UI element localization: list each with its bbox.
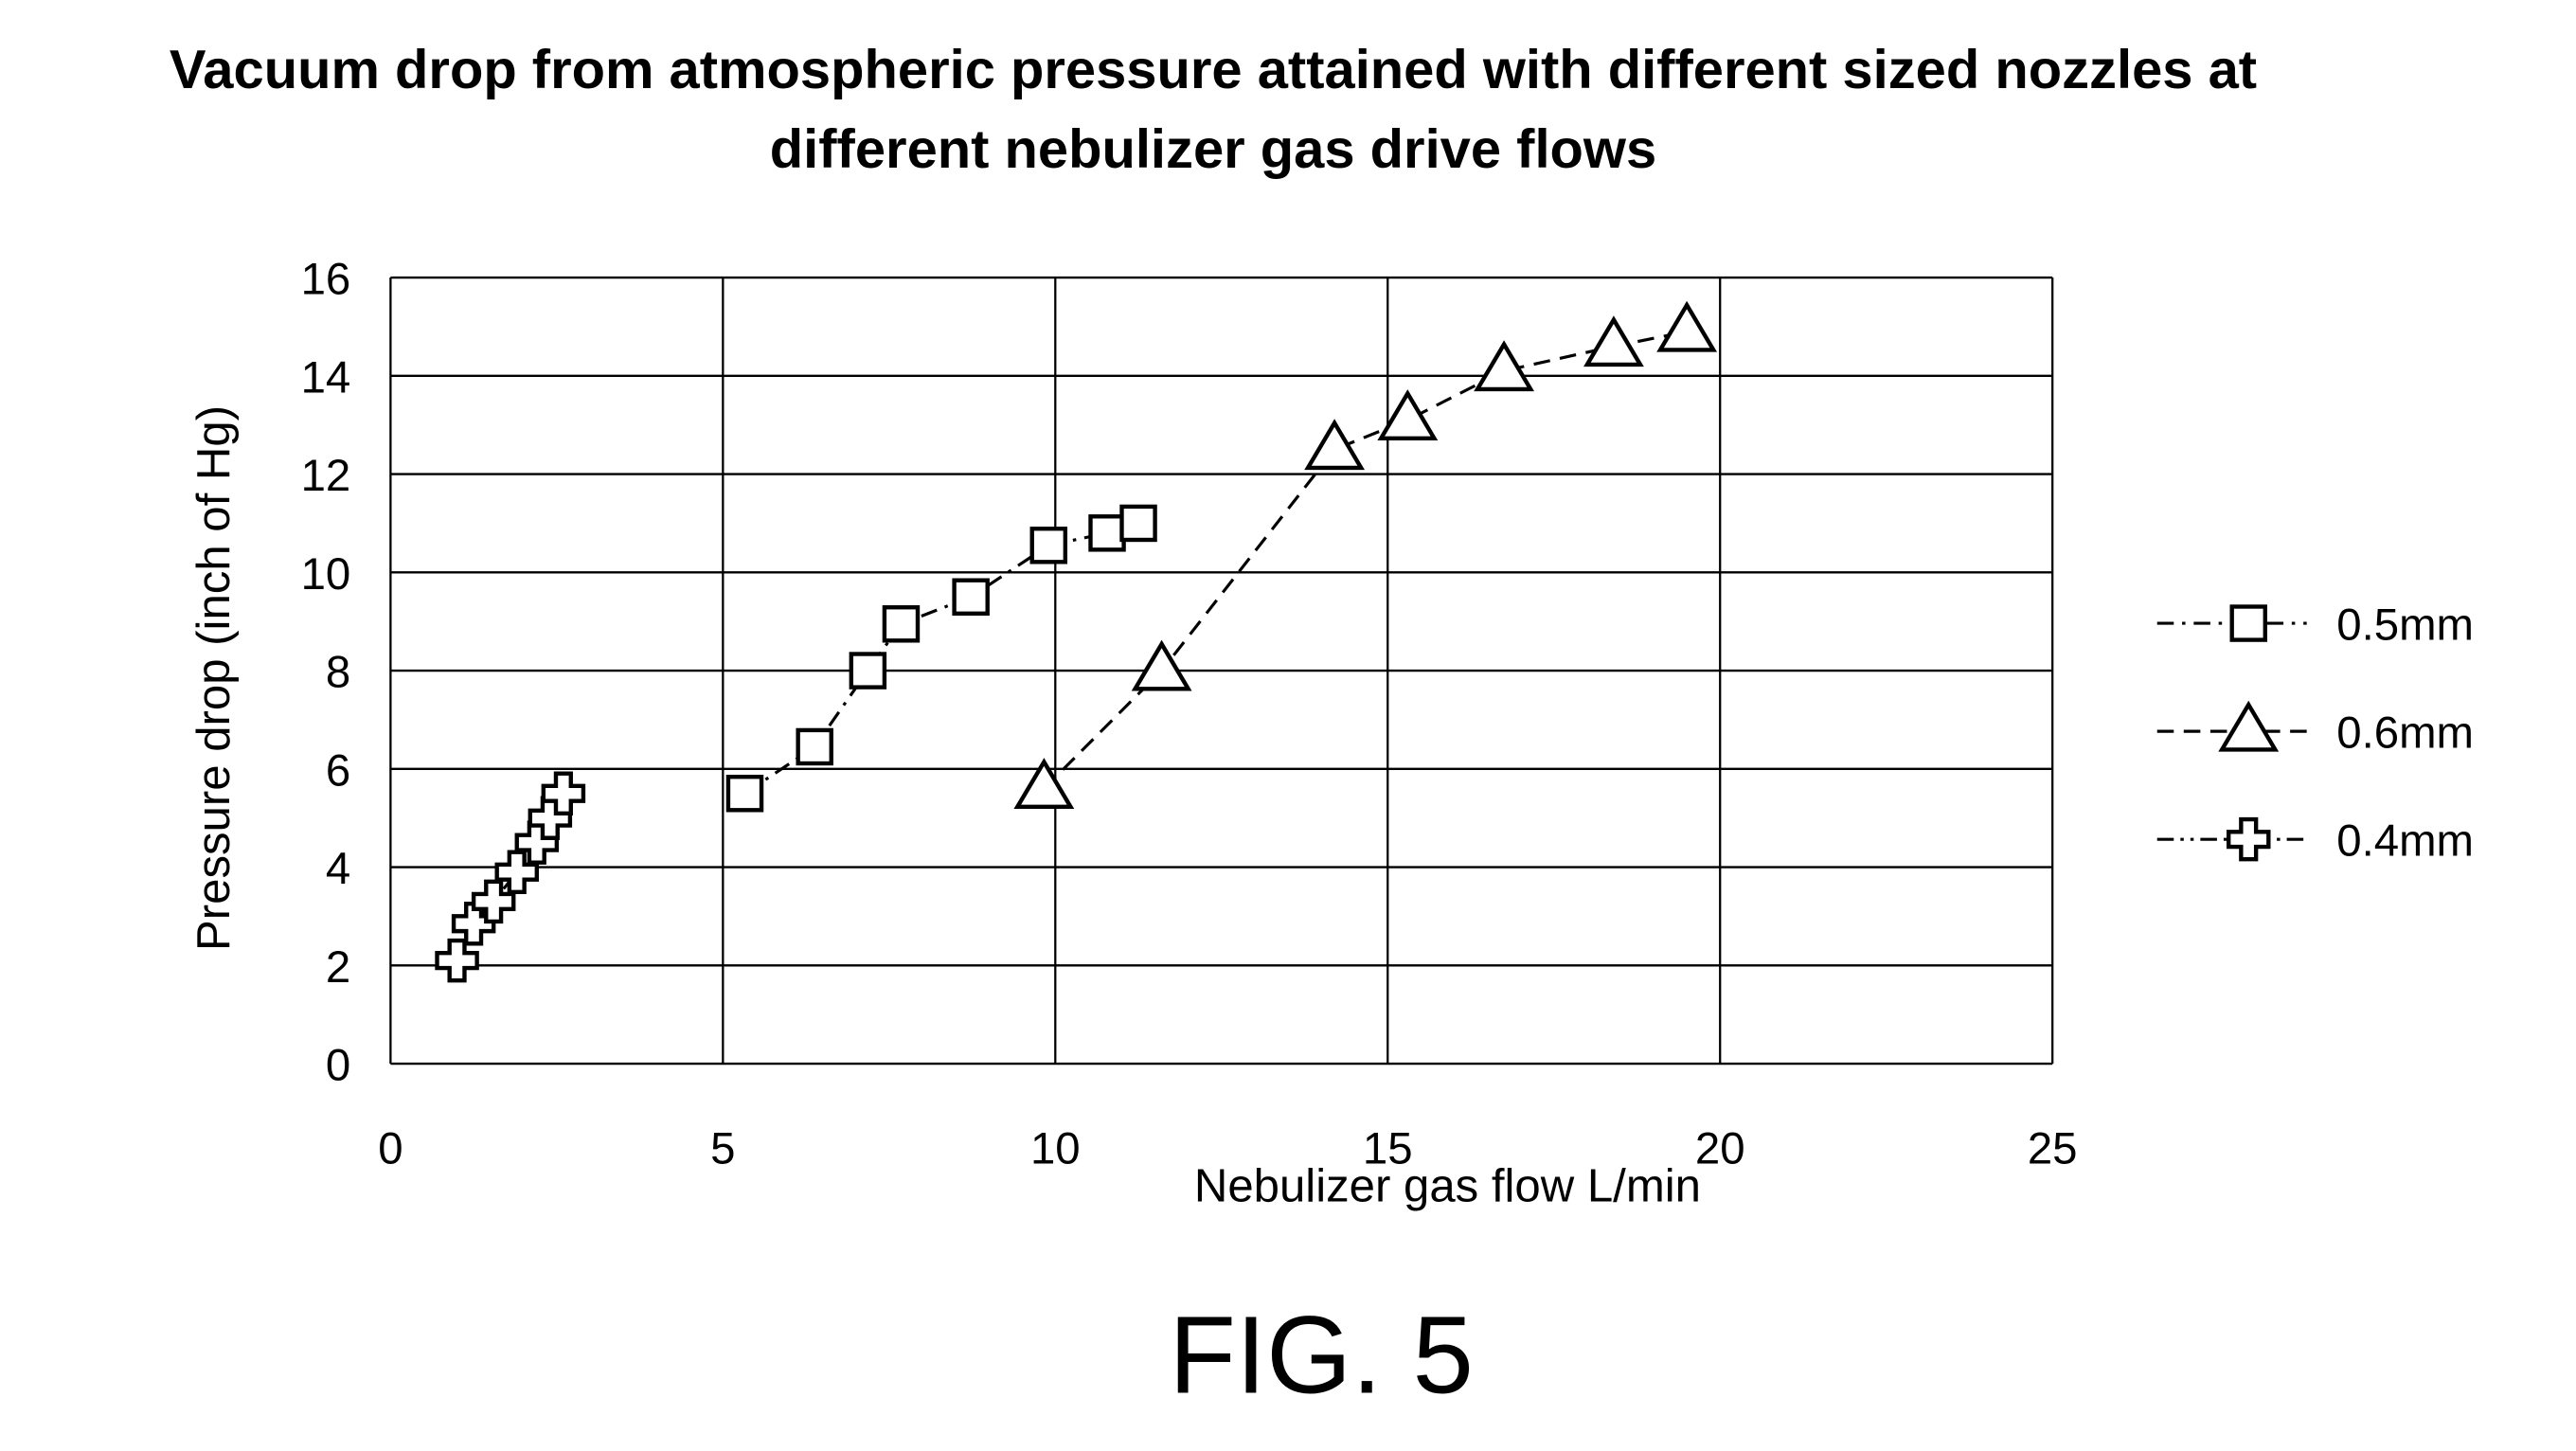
y-tick-label: 10 — [301, 549, 351, 600]
y-tick-label: 4 — [326, 844, 350, 894]
y-tick-label: 6 — [326, 745, 350, 796]
marker-triangle — [1131, 639, 1192, 691]
marker-triangle — [1474, 340, 1535, 392]
marker-cross — [451, 901, 496, 946]
marker-square — [849, 652, 887, 690]
y-tick-label: 16 — [301, 255, 351, 305]
legend-label: 0.6mm — [2336, 708, 2474, 759]
marker-cross — [2226, 816, 2271, 862]
marker-triangle — [1583, 315, 1644, 367]
marker-triangle — [1656, 300, 1718, 352]
marker-triangle — [2218, 700, 2280, 752]
x-tick-label: 0 — [378, 1123, 402, 1173]
marker-square — [796, 727, 833, 766]
marker-square — [952, 578, 990, 616]
marker-cross — [541, 771, 586, 816]
legend-label: 0.4mm — [2336, 816, 2474, 867]
legend-label: 0.5mm — [2336, 600, 2474, 651]
x-tick-label: 10 — [1030, 1123, 1081, 1173]
marker-square — [1029, 527, 1068, 564]
marker-triangle — [1377, 389, 1439, 440]
chart-title: Vacuum drop from atmospheric pressure at… — [169, 38, 2258, 180]
x-axis-label: Nebulizer gas flow L/min — [1194, 1161, 1701, 1212]
x-tick-label: 15 — [1363, 1123, 1413, 1173]
x-tick-label: 5 — [710, 1123, 735, 1173]
marker-triangle — [1013, 758, 1075, 810]
x-tick-label: 20 — [1695, 1123, 1745, 1173]
figure-caption: FIG. 5 — [1169, 1294, 1474, 1417]
marker-square — [1088, 514, 1126, 552]
y-tick-label: 14 — [301, 352, 351, 403]
marker-cross — [471, 879, 516, 924]
marker-square — [725, 775, 764, 813]
marker-cross — [494, 850, 539, 895]
y-axis-label: Pressure drop (inch of Hg) — [188, 405, 240, 951]
x-tick-label: 25 — [2028, 1123, 2078, 1173]
marker-triangle — [1304, 419, 1366, 471]
y-tick-label: 0 — [326, 1041, 350, 1091]
y-tick-label: 12 — [301, 451, 351, 501]
y-tick-label: 2 — [326, 942, 350, 993]
marker-square — [882, 605, 921, 643]
series-line — [1043, 330, 1688, 790]
y-tick-label: 8 — [326, 648, 350, 698]
marker-cross — [435, 938, 479, 983]
marker-square — [1119, 504, 1157, 543]
marker-square — [2229, 604, 2267, 642]
